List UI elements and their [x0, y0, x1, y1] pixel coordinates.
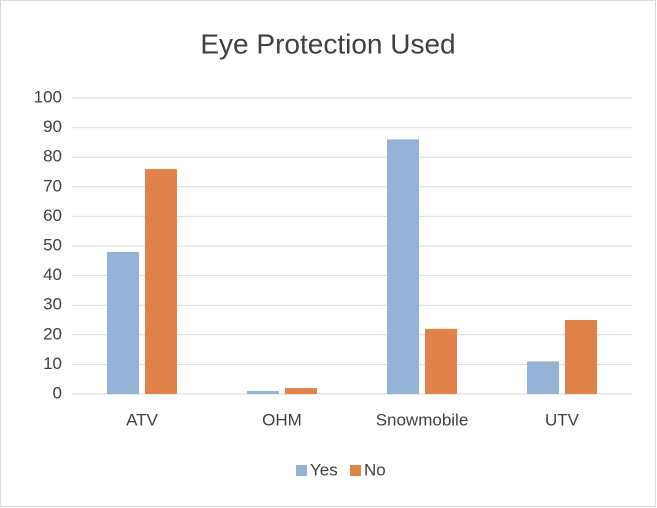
y-tick-label: 90: [43, 117, 62, 136]
x-tick-label: OHM: [262, 410, 302, 429]
bar: [527, 361, 559, 394]
y-tick-label: 100: [34, 87, 62, 106]
bar: [145, 169, 177, 394]
legend-swatch: [296, 465, 307, 476]
bar: [247, 391, 279, 394]
y-tick-label: 50: [43, 235, 62, 254]
y-tick-label: 30: [43, 295, 62, 314]
legend-label: No: [364, 460, 386, 479]
y-tick-label: 20: [43, 324, 62, 343]
y-tick-label: 0: [53, 383, 62, 402]
bar: [565, 320, 597, 394]
x-tick-label: UTV: [545, 410, 580, 429]
legend-swatch: [350, 465, 361, 476]
y-tick-label: 40: [43, 265, 62, 284]
x-tick-label: ATV: [126, 410, 158, 429]
bar: [387, 139, 419, 394]
y-tick-label: 60: [43, 206, 62, 225]
y-tick-label: 10: [43, 354, 62, 373]
legend-label: Yes: [310, 460, 338, 479]
chart-title: Eye Protection Used: [200, 28, 455, 59]
y-tick-label: 70: [43, 176, 62, 195]
bar: [107, 251, 139, 394]
x-tick-label: Snowmobile: [376, 410, 469, 429]
y-tick-label: 80: [43, 147, 62, 166]
bar: [285, 388, 317, 394]
bar: [425, 328, 457, 394]
